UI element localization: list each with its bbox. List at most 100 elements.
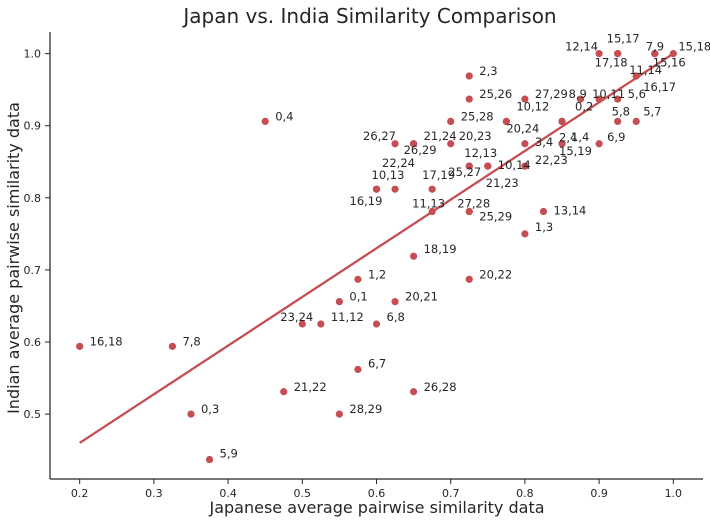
data-point (410, 252, 418, 260)
point-label: 22,23 (535, 153, 568, 167)
point-label: 22,24 (382, 156, 415, 170)
point-label: 2,4 (559, 130, 577, 144)
point-label: 10,12 (516, 99, 549, 113)
point-label: 1,4 (571, 130, 589, 144)
x-tick-label: 0.6 (368, 487, 386, 500)
point-label: 16,17 (643, 80, 676, 94)
data-point (502, 117, 510, 125)
point-label: 10,11 (592, 87, 625, 101)
point-label: 26,29 (404, 143, 437, 157)
data-point (558, 140, 566, 148)
data-point (651, 50, 659, 58)
data-point (465, 72, 473, 80)
point-label: 0,2 (575, 99, 593, 113)
y-tick-label: 0.9 (24, 120, 42, 133)
point-label: 17,19 (422, 168, 455, 182)
data-point (614, 50, 622, 58)
point-label: 20,21 (405, 290, 438, 304)
point-label: 25,27 (448, 165, 481, 179)
point-label: 8,9 (569, 87, 587, 101)
point-label: 18,19 (424, 242, 457, 256)
point-label: 11,13 (412, 197, 445, 211)
point-label: 28,29 (349, 402, 382, 416)
data-point (447, 117, 455, 125)
point-label: 6,7 (368, 356, 386, 370)
data-point (205, 455, 214, 464)
x-tick-label: 0.8 (516, 487, 534, 500)
point-label: 7,9 (646, 40, 664, 54)
point-label: 10,14 (498, 158, 531, 172)
point-label: 17,18 (595, 56, 628, 70)
point-label: 0,3 (201, 402, 219, 416)
x-tick-label: 0.9 (590, 487, 608, 500)
data-point (298, 320, 306, 328)
y-tick-label: 1.0 (24, 48, 42, 61)
point-label: 20,22 (479, 267, 512, 281)
x-axis-ticks: 0.2 0.3 0.4 0.5 0.6 0.7 0.8 0.9 1.0 (71, 479, 682, 500)
data-point (484, 162, 492, 170)
data-point (261, 117, 269, 125)
data-point (465, 95, 473, 103)
point-label: 20,23 (459, 129, 492, 143)
point-label: 0,1 (349, 290, 367, 304)
point-label: 15,16 (653, 56, 686, 70)
point-label: 16,19 (350, 194, 383, 208)
point-label: 21,24 (424, 129, 457, 143)
x-tick-label: 0.2 (71, 487, 89, 500)
data-point (614, 95, 622, 103)
data-point (521, 95, 529, 103)
x-tick-label: 0.5 (294, 487, 312, 500)
data-point (521, 162, 529, 170)
point-label: 26,28 (424, 380, 457, 394)
data-point (447, 140, 455, 148)
x-tick-label: 1.0 (665, 487, 683, 500)
data-point (595, 140, 603, 148)
data-point (558, 117, 566, 125)
point-label: 15,17 (607, 32, 640, 46)
point-label: 6,8 (387, 310, 405, 324)
point-label: 3,4 (535, 135, 553, 149)
point-label: 20,24 (506, 121, 539, 135)
y-tick-label: 0.6 (24, 336, 42, 349)
data-point (632, 117, 640, 125)
point-label: 15,18 (678, 40, 710, 54)
data-point (576, 95, 585, 103)
data-point (391, 298, 399, 306)
point-label: 2,3 (479, 64, 497, 78)
point-label: 12,14 (565, 40, 598, 54)
data-point (521, 140, 529, 148)
data-point (428, 185, 436, 193)
data-point (614, 117, 622, 125)
data-point (76, 342, 84, 350)
x-axis-label: Japanese average pairwise similarity dat… (208, 498, 544, 517)
point-label: 25,28 (461, 109, 494, 123)
point-label: 11,12 (331, 310, 364, 324)
data-point (595, 95, 603, 103)
data-point (521, 230, 529, 238)
chart-title: Japan vs. India Similarity Comparison (181, 4, 556, 28)
point-label: 16,18 (90, 334, 123, 348)
point-label: 1,2 (368, 267, 386, 281)
point-label: 26,27 (363, 129, 396, 143)
data-point (410, 388, 418, 396)
y-axis-label: Indian average pairwise similarity data (4, 102, 23, 414)
point-label: 6,9 (607, 130, 625, 144)
data-point (391, 140, 399, 148)
point-label: 11,14 (629, 63, 662, 77)
point-label: 10,13 (372, 168, 405, 182)
y-tick-label: 0.7 (24, 264, 42, 277)
data-point (187, 410, 195, 418)
point-label: 21,22 (294, 380, 327, 394)
data-point (669, 50, 677, 58)
data-point (465, 275, 473, 283)
data-point (372, 185, 381, 193)
data-point (335, 298, 343, 306)
y-axis-ticks: 0.5 0.6 0.7 0.8 0.9 1.0 (24, 48, 50, 421)
point-label: 5,6 (628, 87, 646, 101)
data-point (372, 320, 381, 328)
data-point (410, 140, 418, 148)
point-label: 5,9 (220, 447, 238, 461)
data-point (280, 388, 288, 396)
